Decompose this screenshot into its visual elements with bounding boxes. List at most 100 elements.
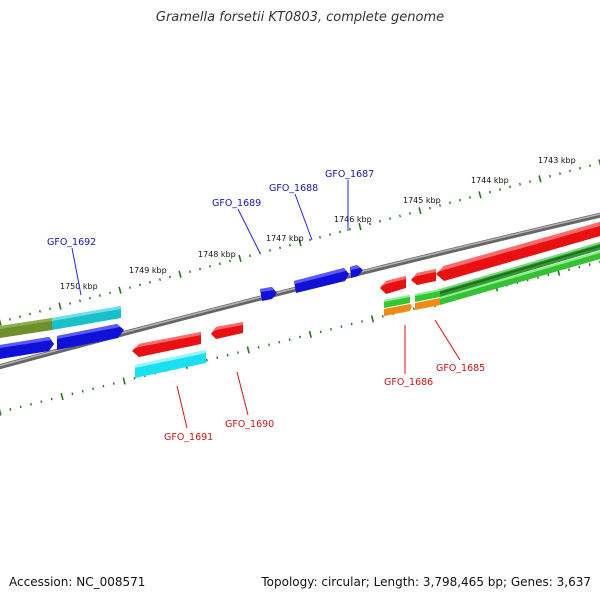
scale-tick [257, 346, 260, 349]
gene-feature[interactable] [132, 332, 201, 357]
scale-tick [19, 315, 21, 319]
scale-tick [178, 270, 182, 278]
scale-tick [538, 175, 542, 183]
scale-tick [369, 222, 371, 226]
scale-tick [92, 387, 95, 391]
scale-tick [133, 377, 136, 380]
scale-tick [89, 296, 91, 300]
scale-tick [216, 356, 219, 360]
scale-tick [9, 408, 12, 411]
scale-tick [418, 207, 422, 215]
scale-tick [578, 265, 581, 269]
scale-tick [159, 278, 161, 281]
gene-label[interactable]: GFO_1687 [325, 169, 374, 180]
gene-label[interactable]: GFO_1685 [436, 363, 485, 374]
gene-feature[interactable] [350, 265, 363, 278]
scale-tick [549, 174, 551, 178]
scale-tick [226, 353, 229, 357]
scale-tick [278, 340, 281, 344]
gene-feature[interactable] [436, 222, 600, 281]
scale-tick [49, 307, 51, 311]
scale-tick [449, 201, 451, 205]
scale-tick [229, 259, 231, 263]
scale-label: 1746 kbp [334, 215, 372, 224]
scale-tick [489, 190, 491, 194]
gene-feature[interactable] [0, 318, 52, 338]
scale-tick [439, 204, 441, 207]
gene-feature[interactable] [52, 306, 121, 330]
scale-tick [129, 286, 131, 289]
scale-tick [189, 270, 191, 273]
gene-feature[interactable] [384, 304, 412, 316]
scale-tick [399, 214, 401, 218]
scale-tick [102, 384, 105, 388]
scale-tick [205, 358, 208, 362]
scale-tick [412, 307, 415, 310]
scale-tick [379, 219, 381, 223]
scale-tick [598, 159, 600, 167]
scale-tick [409, 212, 411, 215]
scale-tick [340, 325, 343, 328]
scale-tick [122, 377, 126, 385]
gene-label[interactable]: GFO_1688 [269, 183, 318, 194]
scale-tick [568, 268, 570, 272]
scale-tick [429, 206, 431, 210]
scale-tick [79, 299, 81, 303]
scale-tick [219, 262, 221, 266]
scale-tick [478, 191, 482, 199]
gene-feature[interactable] [260, 287, 277, 301]
scale-label: 1749 kbp [129, 266, 167, 275]
scale-label: 1744 kbp [471, 176, 509, 185]
gene-label[interactable]: GFO_1690 [225, 419, 274, 430]
gene-label[interactable]: GFO_1692 [47, 237, 96, 248]
scale-tick [169, 275, 171, 279]
scale-tick [339, 230, 341, 234]
scale-tick [71, 392, 74, 396]
scale-tick [509, 185, 511, 189]
gene-feature[interactable] [415, 298, 442, 310]
scale-tick [29, 312, 31, 316]
scale-tick [381, 314, 384, 318]
accession-text: Accession: NC_008571 [9, 575, 146, 589]
gene-feature[interactable] [384, 295, 410, 308]
scale-tick [499, 188, 501, 191]
scale-tick [319, 235, 321, 239]
scale-label: 1747 kbp [266, 234, 304, 243]
gene-feature[interactable] [211, 322, 243, 339]
scale-tick [279, 246, 281, 250]
scale-tick [199, 267, 201, 271]
scale-tick [349, 227, 351, 231]
scale-tick [269, 249, 271, 252]
gene-feature[interactable] [294, 268, 349, 293]
scale-tick [469, 196, 471, 199]
scale-tick [109, 291, 111, 295]
scale-tick [236, 351, 239, 354]
scale-tick [39, 310, 41, 313]
scale-tick [288, 338, 291, 341]
gene-feature[interactable] [380, 276, 406, 294]
scale-tick [81, 389, 84, 393]
gene-feature[interactable] [440, 242, 600, 297]
scale-tick [209, 265, 211, 268]
gene-feature[interactable] [411, 269, 436, 285]
scale-tick [58, 302, 62, 310]
scale-tick [246, 346, 250, 354]
scale-tick [139, 283, 141, 287]
scale-label: 1743 kbp [538, 156, 576, 165]
gene-label[interactable]: GFO_1686 [384, 377, 433, 388]
gene-label[interactable]: GFO_1691 [164, 432, 213, 443]
scale-tick [308, 330, 312, 338]
scale-tick [299, 335, 301, 339]
scale-tick [569, 169, 571, 173]
gene-feature[interactable] [0, 337, 54, 359]
gene-feature[interactable] [415, 289, 440, 302]
gene-feature[interactable] [57, 324, 124, 350]
gene-feature[interactable] [440, 251, 600, 305]
scale-tick [330, 327, 332, 331]
gene-feature[interactable] [135, 350, 206, 378]
gene-label[interactable]: GFO_1689 [212, 198, 261, 209]
scale-tick [238, 254, 242, 263]
scale-tick [298, 238, 302, 247]
genome-title: Gramella forsetii KT0803, complete genom… [155, 10, 445, 25]
